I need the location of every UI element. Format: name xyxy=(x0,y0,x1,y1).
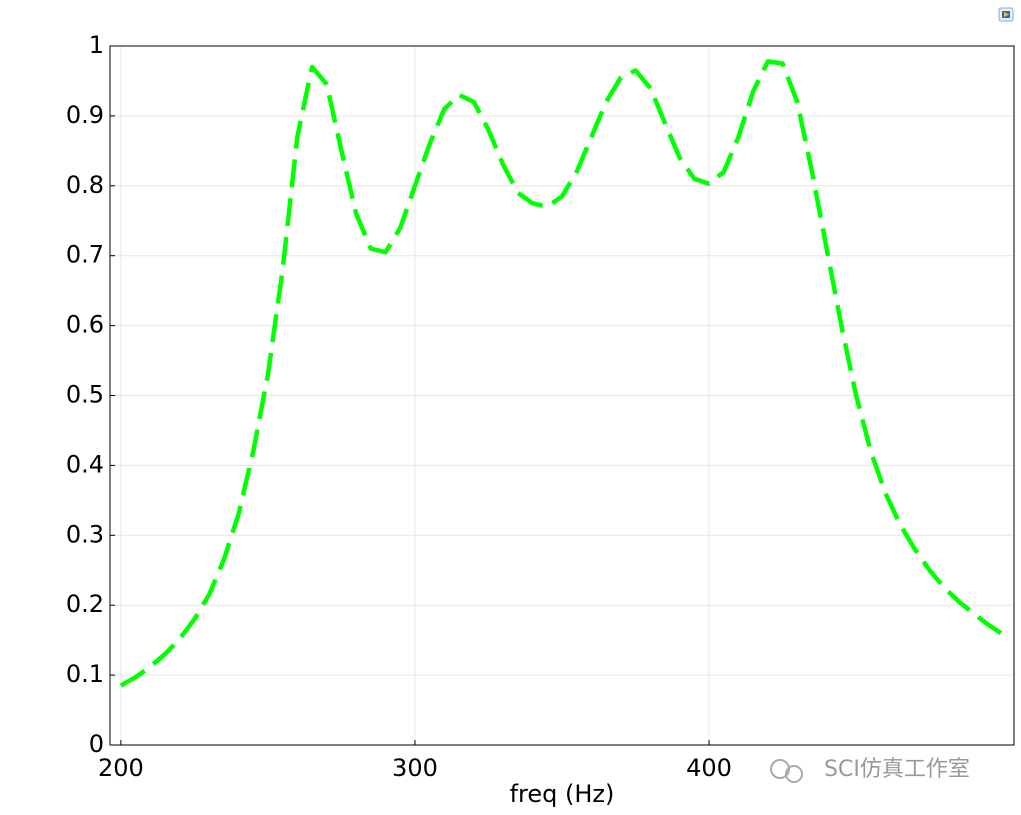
corner-icon[interactable] xyxy=(998,7,1014,22)
data-line xyxy=(119,59,1005,688)
icon-arrow[interactable] xyxy=(1004,12,1009,17)
x-tick-label: 300 xyxy=(392,754,438,782)
y-tick-label: 0.6 xyxy=(66,311,104,339)
y-tick-label: 0.8 xyxy=(66,171,104,199)
watermark-text: SCI仿真工作室 xyxy=(824,757,970,782)
x-tick-label: 200 xyxy=(98,754,144,782)
y-tick-label: 0.1 xyxy=(66,660,104,688)
y-tick-label: 0.4 xyxy=(66,450,104,478)
y-tick-label: 0.2 xyxy=(66,590,104,618)
y-tick-label: 0.9 xyxy=(66,101,104,129)
y-tick-label: 0.3 xyxy=(66,520,104,548)
y-tick-label: 0.5 xyxy=(66,381,104,409)
y-tick-label: 0 xyxy=(89,730,104,758)
x-tick-label: 400 xyxy=(686,754,732,782)
watermark: SCI仿真工作室 xyxy=(770,757,970,783)
x-axis-label: freq (Hz) xyxy=(510,780,615,808)
y-tick-label: 0.7 xyxy=(66,241,104,269)
watermark-icon xyxy=(785,765,803,783)
axis-frame xyxy=(109,45,1015,746)
y-tick-label: 1 xyxy=(89,31,104,59)
